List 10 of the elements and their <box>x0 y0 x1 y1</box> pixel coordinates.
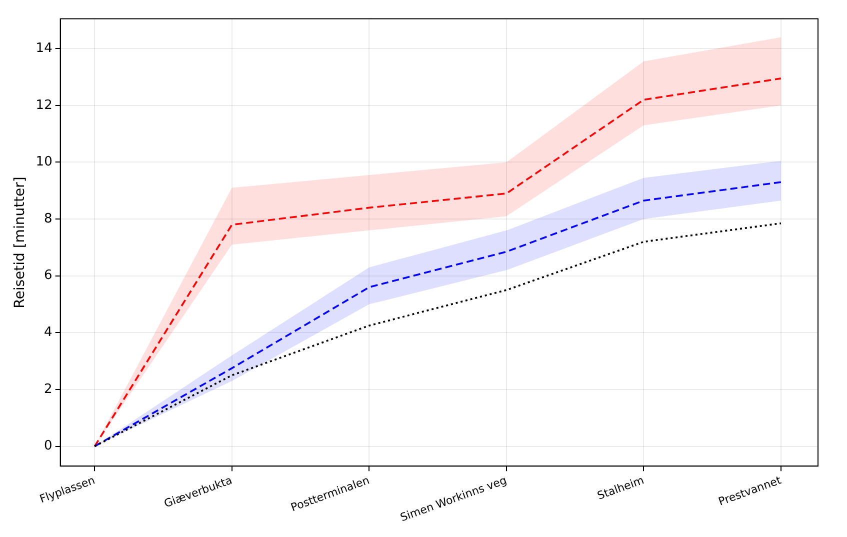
y-axis-title: Reisetid [minutter] <box>12 176 28 308</box>
y-tick-label: 4 <box>44 325 52 340</box>
y-tick-label: 10 <box>36 154 52 170</box>
line-series <box>94 222 782 448</box>
y-tick-label: 2 <box>44 382 52 397</box>
y-tick-label: 0 <box>44 438 52 454</box>
y-tick-label: 6 <box>44 268 52 284</box>
y-tick-label: 12 <box>36 98 52 113</box>
y-tick-label: 14 <box>36 41 52 56</box>
y-tick-label: 8 <box>44 211 52 226</box>
